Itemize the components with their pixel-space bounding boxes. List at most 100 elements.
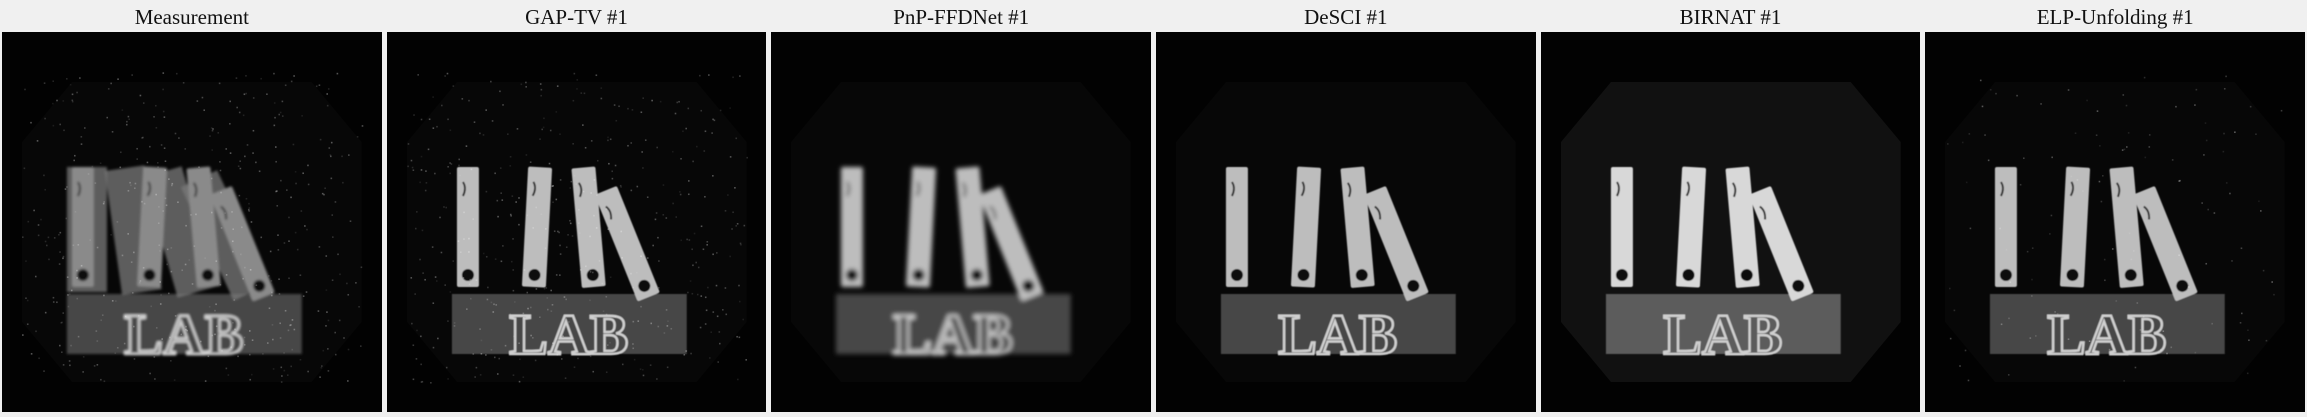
scene-gap-tv: LAB [386,32,767,412]
domino-bar [1291,166,1322,288]
bar-mark [1685,181,1690,197]
panel-title: Measurement [134,5,249,29]
objects: LAB [1605,166,1841,368]
noise [406,72,748,384]
bar-hole [2000,269,2013,281]
bar-mark [577,182,582,198]
bar-mark [1731,182,1736,198]
bar-mark [962,182,967,198]
bar-mark [2143,205,2151,220]
objects: LAB [836,166,1072,368]
domino-bar [906,166,937,288]
bar-mark [1374,205,1382,220]
reconstruction-image: LAB [1156,32,1536,412]
bar-mark [1346,182,1352,198]
bar-hole [1230,269,1243,281]
reconstruction-image: LAB [386,32,767,412]
panel-measurement: Measurement LAB [2,0,382,417]
bar-hole [2176,279,2189,292]
reconstruction-image: LAB [2,32,382,412]
sign-board [1990,294,2226,354]
domino-bar [1748,186,1813,301]
domino-bar [456,167,479,287]
bar-mark [1758,205,1766,220]
domino-bar [594,186,659,301]
bar-hole [76,269,89,281]
bar-mark [1300,181,1306,197]
domino-bar [521,166,552,288]
bar-hole [1407,279,1420,292]
bar-hole [201,269,214,282]
panel-desci: DeSCI #1 LAB [1156,0,1536,417]
bar-hole [528,269,541,282]
panel-gap-tv: GAP-TV #1 LAB [386,0,767,417]
bar-hole [1615,269,1628,281]
bar-mark [1615,181,1620,197]
bar-hole [1682,269,1695,282]
domino-bar [71,167,94,287]
bar-mark [2070,181,2075,197]
bar-hole [586,269,599,282]
panel-title: DeSCI #1 [1304,5,1388,29]
bar-hole [971,269,984,282]
domino-bar [1225,167,1248,287]
scene-elp-unfolding: LAB [1925,32,2306,412]
sign-board [1220,294,1456,354]
domino-bar [1610,167,1633,287]
panel-title: GAP-TV #1 [525,5,628,29]
bar-hole [2066,269,2079,282]
sign-board [836,294,1072,354]
sign-text: LAB [894,302,1013,367]
domino-bar [1675,166,1706,288]
bar-mark [77,181,81,197]
sign-text: LAB [1663,302,1782,367]
bar-mark [461,181,466,197]
bar-hole [1297,269,1310,282]
bar-mark [2000,181,2005,197]
sign-board [1605,294,1841,354]
scene-birnat: LAB [1540,32,1921,412]
panel-elp-unfolding: ELP-Unfolding #1 LAB [1925,0,2306,417]
bar-mark [989,205,997,220]
reconstruction-image: LAB [1540,32,1921,412]
domino-bar [210,186,275,301]
domino-bar [1364,186,1429,301]
objects: LAB [1220,166,1456,368]
objects: LAB [66,165,302,368]
scene-pnp-ffdnet: LAB [771,32,1152,412]
sign-board [451,294,687,354]
bar-hole [461,269,474,281]
bar-hole [1022,279,1035,292]
panel-title: PnP-FFDNet #1 [893,5,1030,29]
reconstruction-image: LAB [1925,32,2306,412]
noise [21,72,364,383]
bar-hole [1355,269,1368,282]
scene-desci: LAB [1156,32,1536,412]
objects: LAB [451,166,687,368]
bar-mark [220,205,228,220]
sign-text: LAB [509,302,628,367]
bar-mark [2116,182,2121,198]
bar-mark [1231,181,1235,197]
reconstruction-image: LAB [771,32,1152,412]
domino-bar [2133,186,2198,301]
bar-mark [146,181,152,197]
sign-text: LAB [124,302,243,367]
domino-bar [1995,167,2018,287]
domino-bar [979,186,1044,301]
bar-hole [143,269,156,282]
bar-hole [1791,279,1804,292]
bar-mark [192,182,198,198]
bar-hole [2125,269,2138,282]
sign-board [66,294,302,354]
bar-mark [916,181,921,197]
panel-birnat: BIRNAT #1 LAB [1540,0,1921,417]
bar-hole [253,279,266,292]
panel-title: ELP-Unfolding #1 [2036,5,2194,29]
bar-mark [846,181,851,197]
domino-bar [841,167,864,287]
sign-text: LAB [1278,302,1397,367]
bar-hole [846,269,859,281]
scene-measurement: LAB [2,32,382,412]
